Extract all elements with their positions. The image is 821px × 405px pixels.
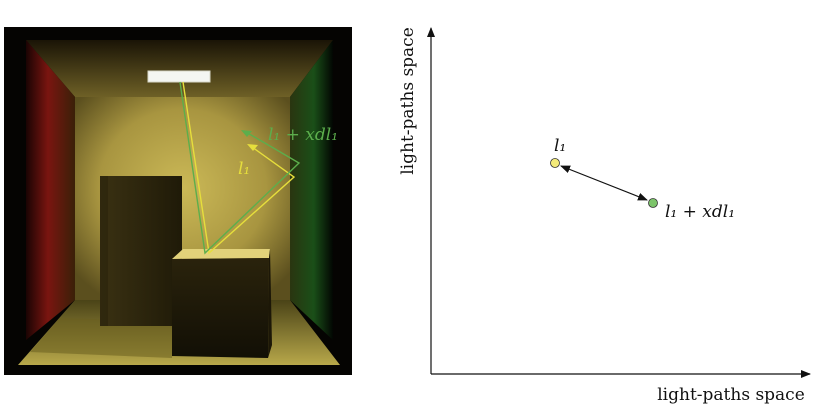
short-box-front (172, 258, 269, 358)
yellow-path-arrowhead (247, 144, 258, 151)
y-axis-label: light-paths space (398, 27, 418, 175)
short-box-top (172, 249, 270, 259)
point-l1-label: l₁ (554, 136, 566, 156)
left-wall (26, 40, 75, 340)
yellow-path-label: l₁ (238, 159, 250, 179)
short-box-side (268, 249, 272, 358)
yellow-light-path (182, 81, 296, 255)
ceiling-light (147, 70, 211, 83)
green-path-arrowhead (241, 130, 252, 137)
green-path-label: l₁ + xdl₁ (268, 125, 338, 145)
tall-box-shadow (100, 176, 108, 326)
tall-box (100, 176, 182, 326)
x-axis-label: light-paths space (657, 385, 805, 405)
point-l1 (550, 158, 560, 168)
floor-shadow (30, 318, 175, 358)
scene-render: l₁ + xdl₁ l₁ (4, 27, 352, 375)
green-light-path (179, 81, 301, 255)
perturbation-arrow (560, 165, 648, 201)
point-l1-perturbed-label: l₁ + xdl₁ (665, 202, 735, 222)
ceiling (26, 40, 333, 97)
paths-space-plot: light-paths space light-paths space l₁ l… (398, 27, 811, 405)
right-wall (290, 40, 333, 340)
point-l1-perturbed (648, 198, 658, 208)
